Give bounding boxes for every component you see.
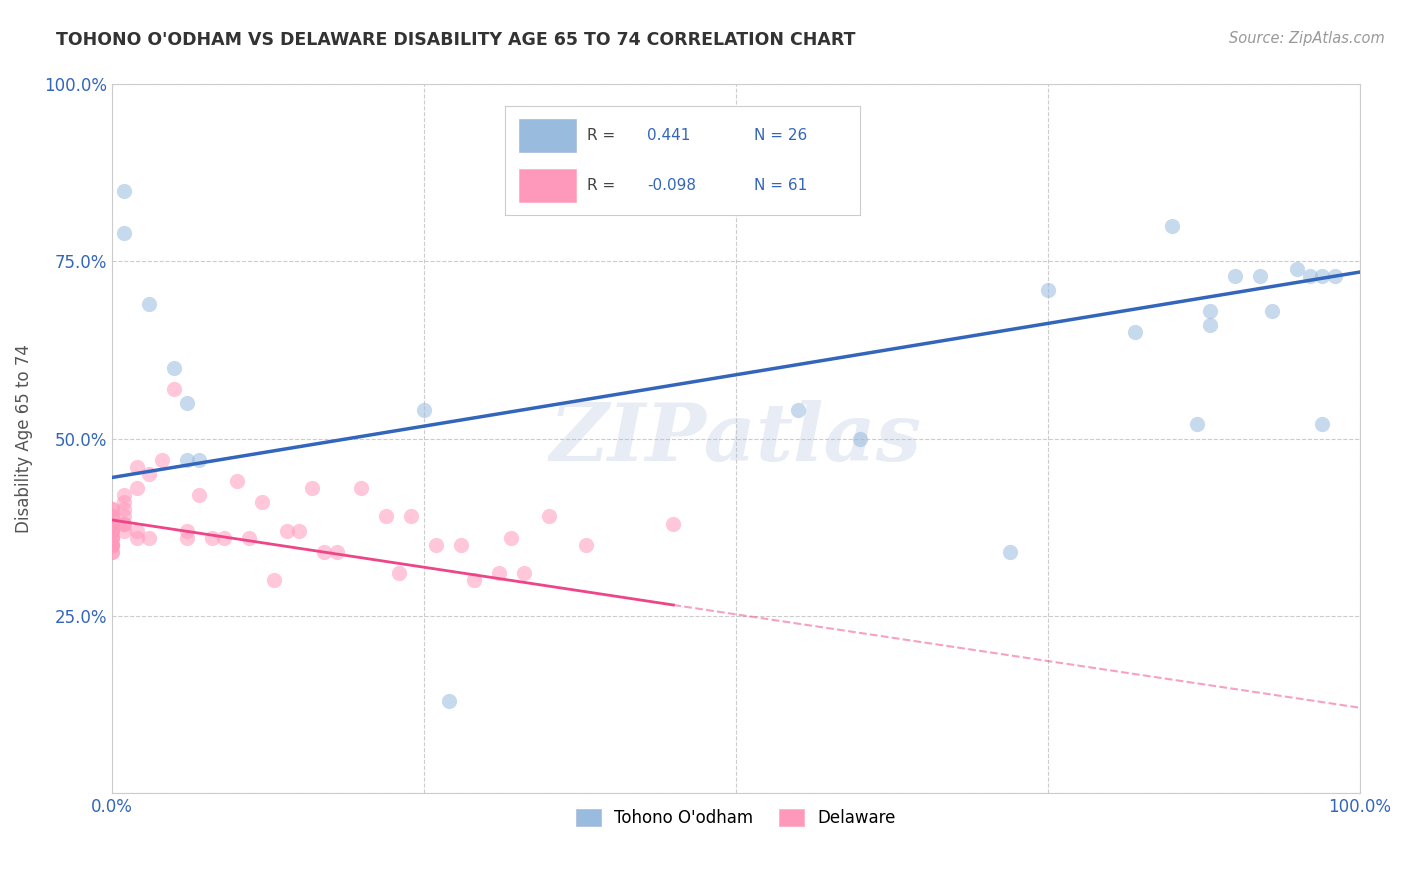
Point [1323, 268, 1346, 283]
Point [101, 531, 124, 545]
Point [101, 538, 124, 552]
Point [188, 488, 211, 502]
Point [787, 403, 810, 417]
Point [163, 360, 186, 375]
Point [1298, 268, 1320, 283]
Point [188, 452, 211, 467]
Point [138, 531, 160, 545]
Text: ZIPatlas: ZIPatlas [550, 400, 922, 477]
Point [101, 538, 124, 552]
Point [537, 509, 560, 524]
Point [176, 531, 198, 545]
Point [288, 524, 311, 538]
Text: TOHONO O'ODHAM VS DELAWARE DISABILITY AGE 65 TO 74 CORRELATION CHART: TOHONO O'ODHAM VS DELAWARE DISABILITY AG… [56, 31, 856, 49]
Point [101, 531, 124, 545]
Point [125, 531, 148, 545]
Point [1223, 268, 1246, 283]
Point [163, 382, 186, 396]
Point [201, 531, 224, 545]
Point [101, 538, 124, 552]
Point [425, 538, 447, 552]
Point [101, 524, 124, 538]
Point [225, 474, 247, 488]
Point [101, 545, 124, 559]
Point [125, 459, 148, 474]
Point [125, 524, 148, 538]
Text: Source: ZipAtlas.com: Source: ZipAtlas.com [1229, 31, 1385, 46]
Point [350, 481, 373, 495]
Point [150, 452, 173, 467]
Point [114, 495, 136, 509]
Point [238, 531, 260, 545]
Point [101, 502, 124, 516]
Point [101, 516, 124, 531]
Point [138, 467, 160, 481]
Point [575, 538, 598, 552]
Point [101, 509, 124, 524]
Point [998, 545, 1021, 559]
Point [1310, 268, 1333, 283]
Point [463, 573, 485, 587]
Point [276, 524, 298, 538]
Legend: Tohono O'odham, Delaware: Tohono O'odham, Delaware [569, 803, 903, 834]
Point [101, 516, 124, 531]
Point [114, 184, 136, 198]
Point [488, 566, 510, 580]
Point [1286, 261, 1309, 276]
Point [101, 516, 124, 531]
Y-axis label: Disability Age 65 to 74: Disability Age 65 to 74 [15, 344, 32, 533]
Point [114, 516, 136, 531]
Point [849, 432, 872, 446]
Point [401, 509, 423, 524]
Point [1249, 268, 1271, 283]
Point [138, 297, 160, 311]
Point [101, 509, 124, 524]
Point [501, 531, 523, 545]
Point [437, 693, 460, 707]
Point [114, 516, 136, 531]
Point [114, 509, 136, 524]
Point [1261, 304, 1284, 318]
Point [450, 538, 472, 552]
Point [101, 545, 124, 559]
Point [101, 531, 124, 545]
Point [412, 403, 434, 417]
Point [101, 524, 124, 538]
Point [512, 566, 534, 580]
Point [101, 524, 124, 538]
Point [212, 531, 235, 545]
Point [114, 524, 136, 538]
Point [301, 481, 323, 495]
Point [388, 566, 411, 580]
Point [312, 545, 335, 559]
Point [1123, 326, 1146, 340]
Point [1187, 417, 1209, 432]
Point [1161, 219, 1184, 233]
Point [176, 524, 198, 538]
Point [114, 502, 136, 516]
Point [114, 488, 136, 502]
Point [325, 545, 347, 559]
Point [101, 538, 124, 552]
Point [176, 396, 198, 410]
Point [250, 495, 273, 509]
Point [125, 481, 148, 495]
Point [662, 516, 685, 531]
Point [263, 573, 285, 587]
Point [114, 226, 136, 240]
Point [1036, 283, 1059, 297]
Point [176, 452, 198, 467]
Point [375, 509, 398, 524]
Point [1198, 318, 1220, 333]
Point [101, 502, 124, 516]
Point [1310, 417, 1333, 432]
Point [1198, 304, 1220, 318]
